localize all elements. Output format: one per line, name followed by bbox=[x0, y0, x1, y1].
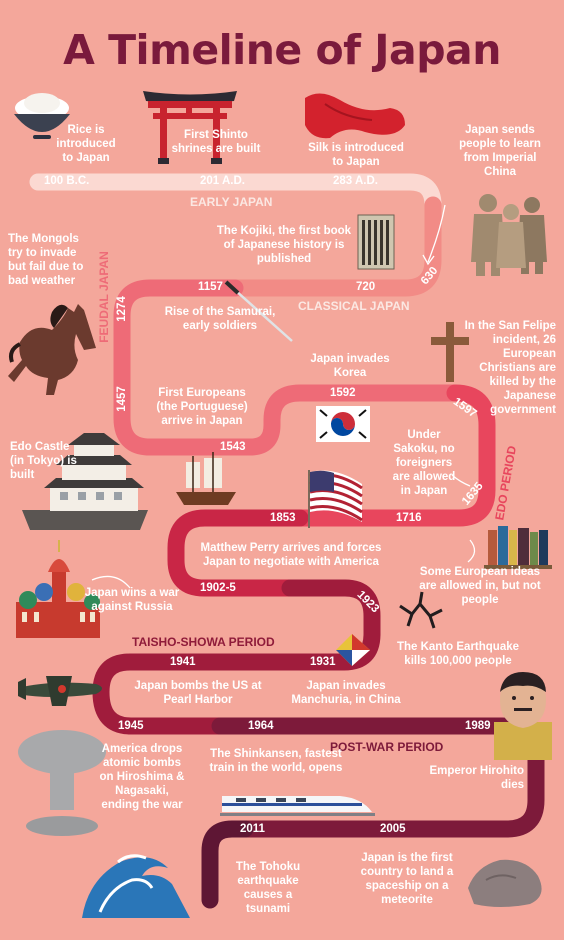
year-1274: 1274 bbox=[115, 296, 128, 322]
event-manchuria: Japan invades Manchuria, in China bbox=[291, 680, 401, 706]
rice-bowl-icon bbox=[14, 93, 70, 139]
katana-icon bbox=[224, 280, 293, 342]
cracked-ground-icon bbox=[399, 591, 443, 629]
event-shinkansen: The Shinkansen, fastest train in the wor… bbox=[209, 748, 343, 774]
fighter-plane-icon bbox=[18, 676, 102, 706]
cross-icon bbox=[431, 322, 469, 382]
torii-gate-icon bbox=[143, 91, 237, 164]
period-classical: CLASSICAL JAPAN bbox=[298, 299, 410, 313]
year-1931: 1931 bbox=[310, 656, 336, 668]
year-1157: 1157 bbox=[198, 281, 223, 293]
event-korea: Japan invades Korea bbox=[310, 353, 390, 379]
manchukuo-flag-icon bbox=[336, 634, 370, 666]
event-san-felipe: In the San Felipe incident, 26 European … bbox=[464, 320, 556, 416]
year-1989: 1989 bbox=[465, 720, 491, 732]
meteorite-icon bbox=[468, 859, 542, 907]
event-shinto: First Shinto shrines are built bbox=[171, 129, 261, 155]
year-1592: 1592 bbox=[330, 387, 356, 399]
event-rice: Rice is introduced to Japan bbox=[56, 124, 116, 164]
event-silk: Silk is introduced to Japan bbox=[308, 142, 404, 168]
event-european-ideas: Some European ideas are allowed in, but … bbox=[419, 566, 541, 606]
emperor-portrait-icon bbox=[494, 672, 552, 760]
mushroom-cloud-icon bbox=[18, 730, 106, 836]
year-283: 283 A.D. bbox=[333, 175, 378, 187]
year-1945: 1945 bbox=[118, 720, 144, 732]
event-imperial-china: Japan sends people to learn from Imperia… bbox=[459, 124, 541, 178]
event-russia: Japan wins a war against Russia bbox=[84, 587, 180, 613]
event-meteorite: Japan is the first country to land a spa… bbox=[360, 852, 454, 906]
st-basils-cathedral-icon bbox=[16, 540, 100, 638]
year-1716: 1716 bbox=[396, 512, 422, 524]
year-1543: 1543 bbox=[220, 441, 246, 453]
year-1964: 1964 bbox=[248, 720, 274, 732]
year-100bc: 100 B.C. bbox=[44, 175, 90, 187]
terracotta-warriors-icon bbox=[471, 194, 547, 276]
horse-icon bbox=[8, 304, 96, 395]
year-1902: 1902-5 bbox=[200, 582, 236, 594]
road-meiji bbox=[167, 509, 309, 597]
event-atomic: America drops atomic bombs on Hiroshima … bbox=[99, 743, 185, 811]
silk-cloth-icon bbox=[305, 93, 405, 139]
year-2011: 2011 bbox=[240, 823, 265, 835]
event-tohoku: The Tohoku earthquake causes a tsunami bbox=[235, 861, 301, 915]
kojiki-book-icon bbox=[357, 214, 395, 270]
event-pearl-harbor: Japan bombs the US at Pearl Harbor bbox=[134, 680, 262, 706]
event-sakoku: Under Sakoku, no foreigners are allowed … bbox=[392, 429, 456, 497]
year-201: 201 A.D. bbox=[200, 175, 245, 187]
ship-icon bbox=[176, 452, 236, 505]
event-hirohito: Emperor Hirohito dies bbox=[429, 765, 524, 791]
road-feudal bbox=[113, 279, 464, 456]
edo-castle-icon bbox=[22, 433, 148, 530]
year-1457: 1457 bbox=[115, 386, 128, 412]
period-taisho: TAISHO-SHOWA PERIOD bbox=[132, 635, 275, 649]
year-2005: 2005 bbox=[380, 823, 406, 835]
period-feudal: FEUDAL JAPAN bbox=[96, 251, 111, 343]
tsunami-wave-icon bbox=[82, 854, 190, 918]
american-flag-icon bbox=[308, 470, 363, 528]
event-mongols: The Mongols try to invade but fail due t… bbox=[8, 233, 84, 287]
event-samurai: Rise of the Samurai, early soldiers bbox=[164, 306, 276, 332]
period-early: EARLY JAPAN bbox=[190, 195, 273, 209]
period-postwar: POST-WAR PERIOD bbox=[330, 740, 444, 754]
books-icon bbox=[484, 526, 552, 569]
page-title: A Timeline of Japan bbox=[63, 26, 501, 74]
event-europeans: First Europeans (the Portuguese) arrive … bbox=[156, 387, 248, 427]
event-perry: Matthew Perry arrives and forces Japan t… bbox=[200, 542, 382, 568]
road-modern bbox=[201, 820, 254, 909]
event-kanto: The Kanto Earthquake kills 100,000 peopl… bbox=[396, 641, 520, 667]
event-kojiki: The Kojiki, the first book of Japanese h… bbox=[216, 225, 352, 265]
road-taisho bbox=[92, 579, 381, 735]
event-edo-castle: Edo Castle (in Tokyo) is built bbox=[10, 441, 77, 481]
year-1853: 1853 bbox=[270, 512, 296, 524]
bullet-train-icon bbox=[220, 796, 375, 816]
year-1941: 1941 bbox=[170, 656, 196, 668]
road-classical bbox=[226, 196, 442, 297]
road-edo bbox=[291, 384, 496, 527]
korean-flag-icon bbox=[316, 406, 370, 442]
year-720: 720 bbox=[356, 281, 376, 293]
